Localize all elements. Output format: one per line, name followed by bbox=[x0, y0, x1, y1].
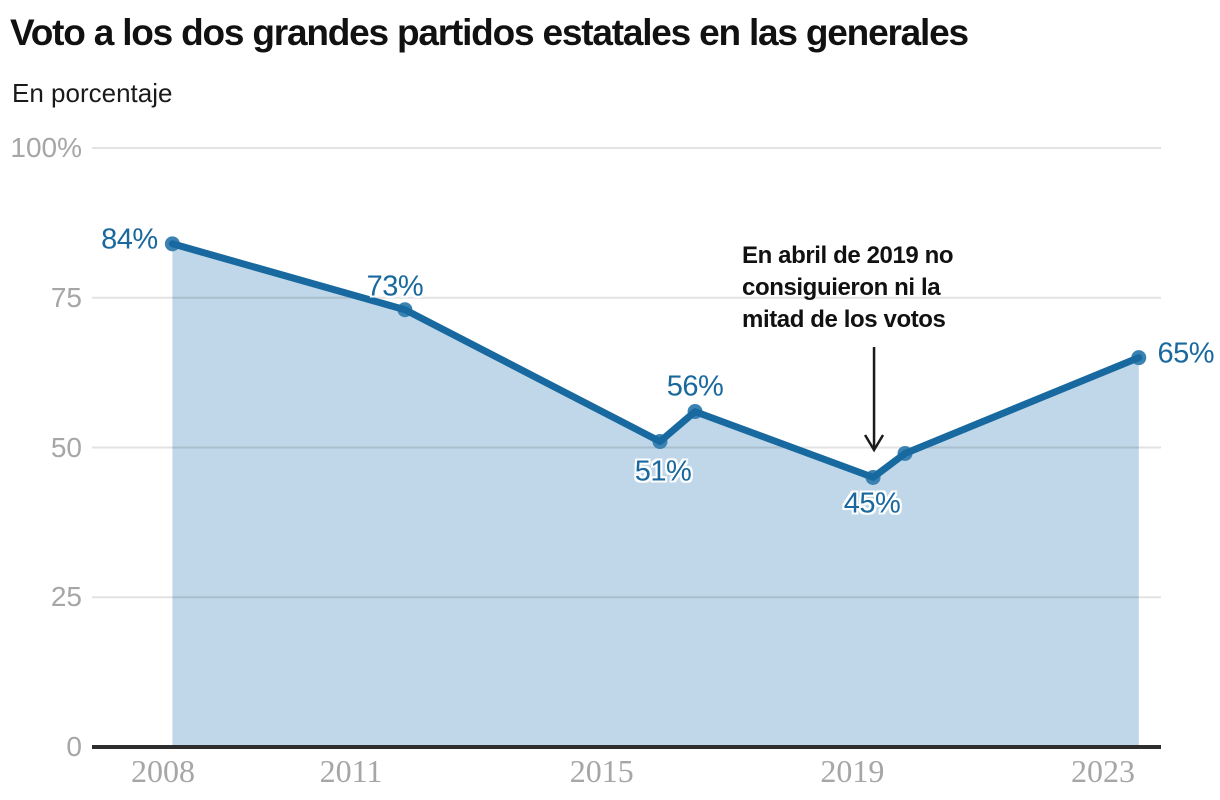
y-tick-label: 75 bbox=[50, 281, 82, 313]
y-tick-label: 25 bbox=[50, 581, 82, 613]
point-value-label: 73% bbox=[366, 270, 424, 303]
y-tick-label: 0 bbox=[66, 731, 82, 762]
area-fill bbox=[172, 243, 1139, 748]
point-value-label: 56% bbox=[666, 370, 724, 403]
chart-subtitle: En porcentaje bbox=[12, 78, 173, 108]
point-value-label: 45% bbox=[843, 487, 901, 520]
annotation-text: En abril de 2019 no consiguieron ni la m… bbox=[742, 240, 1012, 336]
x-tick-label: 2011 bbox=[319, 753, 383, 789]
annotation-line: consiguieron ni la bbox=[742, 274, 941, 301]
annotation-arrowhead bbox=[863, 434, 885, 453]
x-tick-label: 2019 bbox=[820, 753, 885, 789]
x-tick-label: 2015 bbox=[569, 753, 634, 789]
x-tick-label: 2023 bbox=[1071, 753, 1136, 789]
y-tick-label: 100% bbox=[10, 132, 82, 163]
point-value-label: 65% bbox=[1157, 337, 1215, 370]
chart-title: Voto a los dos grandes partidos estatale… bbox=[10, 12, 969, 53]
point-value-label: 84% bbox=[101, 223, 158, 256]
annotation-line: mitad de los votos bbox=[742, 306, 946, 333]
y-tick-label: 50 bbox=[50, 431, 82, 463]
x-tick-label: 2008 bbox=[131, 753, 195, 789]
trend-line bbox=[168, 240, 1143, 481]
point-value-label: 51% bbox=[634, 455, 692, 487]
annotation-line: En abril de 2019 no bbox=[742, 242, 954, 269]
